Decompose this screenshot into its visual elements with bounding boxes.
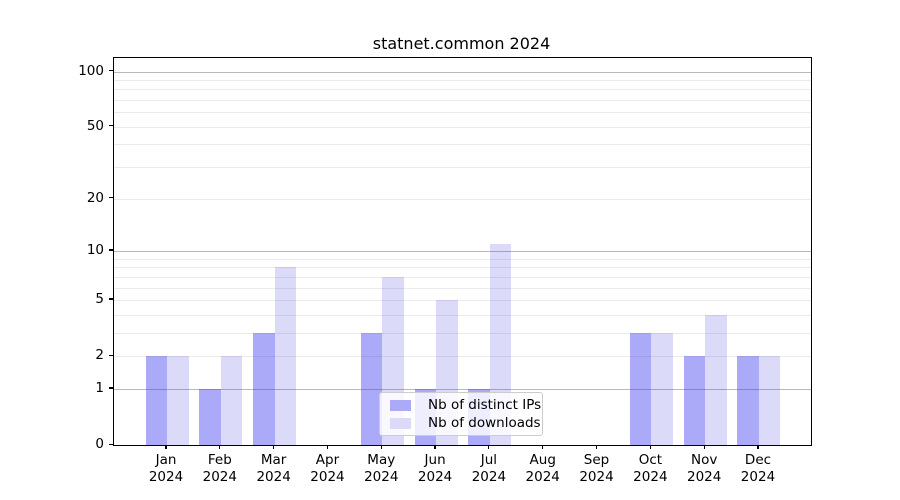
x-tick-year: 2024 xyxy=(256,468,291,485)
y-tick-label: 5 xyxy=(95,290,104,307)
x-tick-label-feb: Feb 2024 xyxy=(188,452,252,485)
legend-item-distinct-ips: Nb of distinct IPs xyxy=(388,397,541,413)
x-tick-mark xyxy=(380,445,382,449)
x-tick-year: 2024 xyxy=(417,468,453,485)
x-tick-mark xyxy=(542,445,544,449)
y-tick-mark xyxy=(109,197,113,199)
bar-distinct-ips-feb xyxy=(199,388,221,445)
x-tick-year: 2024 xyxy=(364,468,399,485)
y-tick-label: 100 xyxy=(78,62,104,79)
bar-distinct-ips-jan xyxy=(145,356,167,445)
y-tick-label: 10 xyxy=(86,241,104,258)
x-tick-mark xyxy=(326,445,329,449)
x-tick-label-oct: Oct 2024 xyxy=(618,452,682,485)
bars-layer xyxy=(114,58,811,445)
x-tick-mark xyxy=(273,445,275,449)
legend-label-downloads: Nb of downloads xyxy=(428,415,541,431)
bar-downloads-oct xyxy=(651,332,673,445)
x-tick-year: 2024 xyxy=(148,468,184,485)
x-tick-mark xyxy=(165,445,167,449)
x-tick-mark xyxy=(595,445,598,449)
x-tick-label-aug: Aug 2024 xyxy=(511,452,575,485)
x-tick-label-jun: Jun 2024 xyxy=(403,452,467,485)
plot-area xyxy=(113,57,812,446)
x-tick-label-nov: Nov 2024 xyxy=(672,452,736,485)
y-tick-label: 2 xyxy=(95,347,104,364)
chart-title: statnet.common 2024 xyxy=(372,34,551,53)
y-tick-mark xyxy=(109,125,113,127)
y-tick-mark xyxy=(109,70,113,72)
x-tick-label-mar: Mar 2024 xyxy=(242,452,306,485)
y-tick-label: 1 xyxy=(95,379,104,396)
y-tick-mark xyxy=(109,298,113,300)
x-tick-year: 2024 xyxy=(525,468,560,485)
x-tick-year: 2024 xyxy=(579,468,614,485)
x-tick-mark xyxy=(649,445,651,449)
x-tick-year: 2024 xyxy=(471,468,507,485)
bar-downloads-dec xyxy=(758,356,781,445)
bar-downloads-nov xyxy=(705,314,727,445)
x-tick-mark xyxy=(488,445,490,449)
bar-distinct-ips-may xyxy=(360,332,383,445)
x-tick-year: 2024 xyxy=(310,468,345,485)
x-tick-label-jan: Jan 2024 xyxy=(134,452,198,485)
legend-swatch-downloads xyxy=(390,417,411,429)
legend-item-downloads: Nb of downloads xyxy=(388,415,541,431)
y-tick-label: 20 xyxy=(86,189,104,206)
bar-downloads-jan xyxy=(167,356,189,445)
x-tick-label-sep: Sep 2024 xyxy=(565,452,629,485)
x-tick-year: 2024 xyxy=(202,468,237,485)
x-tick-label-apr: Apr 2024 xyxy=(295,452,359,485)
bar-distinct-ips-nov xyxy=(683,356,706,445)
bar-downloads-mar xyxy=(274,267,297,445)
x-tick-label-jul: Jul 2024 xyxy=(457,452,521,485)
y-tick-mark xyxy=(109,443,113,445)
x-tick-mark xyxy=(434,445,436,449)
y-tick-label: 0 xyxy=(95,436,104,452)
x-tick-mark xyxy=(757,445,759,449)
x-tick-year: 2024 xyxy=(686,468,722,485)
legend-label-distinct-ips: Nb of distinct IPs xyxy=(428,397,542,413)
x-tick-mark xyxy=(219,445,221,449)
y-tick-mark xyxy=(109,387,113,389)
bar-distinct-ips-dec xyxy=(737,356,759,445)
legend: Nb of distinct IPs Nb of downloads xyxy=(379,392,543,436)
x-tick-year: 2024 xyxy=(633,468,668,485)
bar-distinct-ips-oct xyxy=(629,332,652,445)
x-tick-mark xyxy=(703,445,705,449)
y-tick-mark xyxy=(109,249,113,251)
bar-distinct-ips-mar xyxy=(253,332,275,445)
x-tick-label-may: May 2024 xyxy=(349,452,413,485)
legend-swatch-distinct-ips xyxy=(390,399,411,411)
bar-downloads-feb xyxy=(220,356,243,445)
x-tick-year: 2024 xyxy=(740,468,776,485)
y-tick-mark xyxy=(109,354,113,356)
y-tick-label: 50 xyxy=(86,117,104,134)
x-tick-label-dec: Dec 2024 xyxy=(726,452,790,485)
